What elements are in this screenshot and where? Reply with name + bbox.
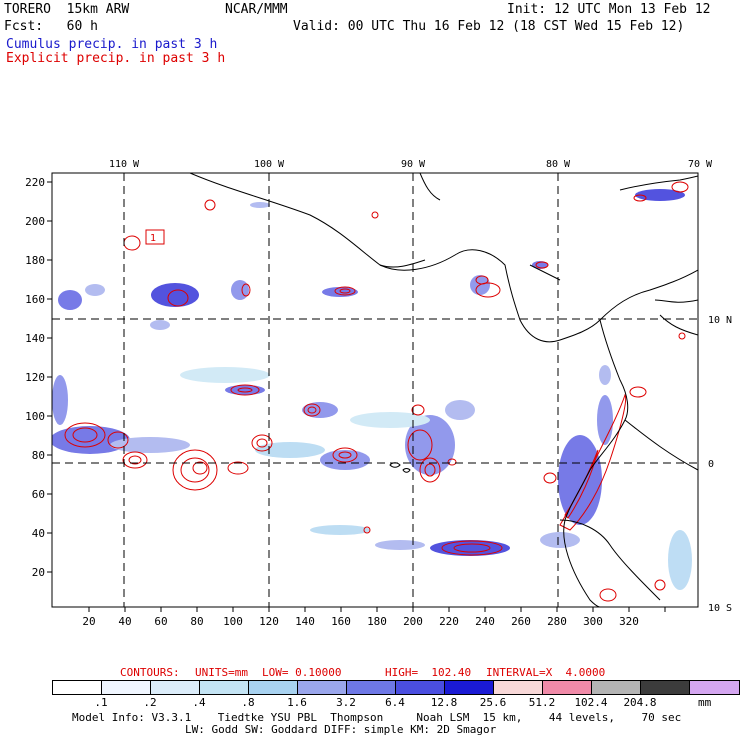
y-tick-label: 140 (25, 332, 45, 345)
contour-units: UNITS=mm (195, 666, 248, 679)
lat-labels: 10 N 0 10 S (708, 315, 732, 614)
lon-label: 110 W (109, 159, 140, 170)
x-tick-label: 220 (439, 615, 459, 628)
colorbar-label: 6.4 (385, 696, 405, 709)
y-tick-label: 60 (32, 488, 45, 501)
colorbar-swatch (445, 681, 494, 694)
colorbar-swatch (102, 681, 151, 694)
x-tick-label: 300 (583, 615, 603, 628)
y-tick-label: 180 (25, 254, 45, 267)
axis-ticks (47, 181, 666, 612)
contour-interval: INTERVAL=X 4.0000 (486, 666, 606, 679)
contour-high: HIGH= 102.40 (385, 666, 472, 679)
lat-label: 0 (708, 459, 714, 470)
center-label: NCAR/MMM (225, 2, 288, 17)
lat-lon-grid (52, 173, 698, 607)
contour-info-label: CONTOURS: (120, 666, 180, 679)
lon-label: 70 W (688, 159, 713, 170)
colorbar-label: .4 (192, 696, 206, 709)
lon-label: 90 W (401, 159, 426, 170)
x-tick-label: 20 (82, 615, 95, 628)
x-tick-label: 140 (295, 615, 315, 628)
cumulus-precip-shading (52, 189, 692, 590)
x-tick-label: 80 (190, 615, 203, 628)
y-tick-label: 160 (25, 293, 45, 306)
colorbar-label: 102.4 (574, 696, 608, 709)
y-tick-label: 20 (32, 566, 45, 579)
colorbar-swatch (249, 681, 298, 694)
colorbar-label: 204.8 (623, 696, 657, 709)
x-tick-label: 40 (118, 615, 131, 628)
y-tick-label: 80 (32, 449, 45, 462)
physics-info: LW: Godd SW: Goddard DIFF: simple KM: 2D… (185, 723, 497, 736)
x-tick-labels: 20 40 60 80 100 120 140 160 180 200 220 … (82, 615, 639, 628)
coastlines (189, 173, 698, 607)
lon-label: 80 W (546, 159, 571, 170)
y-tick-label: 120 (25, 371, 45, 384)
colorbar-swatch (151, 681, 200, 694)
colorbar-swatch (494, 681, 543, 694)
x-tick-label: 180 (367, 615, 387, 628)
x-tick-label: 200 (403, 615, 423, 628)
x-tick-label: 100 (223, 615, 243, 628)
colorbar-swatch (543, 681, 592, 694)
y-tick-label: 40 (32, 527, 45, 540)
colorbar-swatch (298, 681, 347, 694)
contour-label-box (145, 229, 165, 245)
colorbar-swatch (396, 681, 445, 694)
x-tick-label: 280 (547, 615, 567, 628)
field-label-cumulus: Cumulus precip. in past 3 h (6, 37, 218, 52)
field-label-explicit: Explicit precip. in past 3 h (6, 51, 226, 66)
x-tick-label: 260 (511, 615, 531, 628)
x-tick-label: 240 (475, 615, 495, 628)
y-tick-label: 200 (25, 215, 45, 228)
y-tick-label: 100 (25, 410, 45, 423)
colorbar-swatch (641, 681, 690, 694)
colorbar-label: .2 (143, 696, 157, 709)
explicit-precip-contours (64, 181, 689, 602)
colorbar-label: .8 (241, 696, 255, 709)
contour-label: 1 (150, 233, 156, 244)
contour-low: LOW= 0.10000 (262, 666, 342, 679)
colorbar-swatch (592, 681, 641, 694)
x-tick-label: 160 (331, 615, 351, 628)
valid-time: Valid: 00 UTC Thu 16 Feb 12 (18 CST Wed … (293, 19, 685, 34)
x-tick-label: 320 (619, 615, 639, 628)
colorbar-label: 12.8 (430, 696, 458, 709)
x-tick-label: 60 (154, 615, 167, 628)
colorbar-unit: mm (698, 696, 712, 709)
colorbar-swatch (690, 681, 739, 694)
colorbar-label: 51.2 (528, 696, 556, 709)
colorbar-swatch (347, 681, 396, 694)
colorbar-swatch (53, 681, 102, 694)
init-time: Init: 12 UTC Mon 13 Feb 12 (507, 2, 711, 17)
colorbar-label: 3.2 (336, 696, 356, 709)
y-tick-labels: 20 40 60 80 100 120 140 160 180 200 220 (25, 176, 45, 579)
colorbar-label: 1.6 (287, 696, 307, 709)
colorbar-label: .1 (94, 696, 108, 709)
lon-label: 100 W (254, 159, 285, 170)
x-tick-label: 120 (259, 615, 279, 628)
model-title: TORERO 15km ARW (4, 2, 130, 17)
colorbar-label: 25.6 (479, 696, 507, 709)
map-frame (51, 172, 699, 608)
y-tick-label: 220 (25, 176, 45, 189)
forecast-hour: Fcst: 60 h (4, 19, 98, 34)
lon-labels: 110 W 100 W 90 W 80 W 70 W (109, 159, 713, 170)
lat-label: 10 S (708, 603, 732, 614)
colorbar (52, 680, 740, 695)
colorbar-swatch (200, 681, 249, 694)
lat-label: 10 N (708, 315, 732, 326)
model-info: Model Info: V3.3.1 Tiedtke YSU PBL Thomp… (72, 711, 682, 724)
